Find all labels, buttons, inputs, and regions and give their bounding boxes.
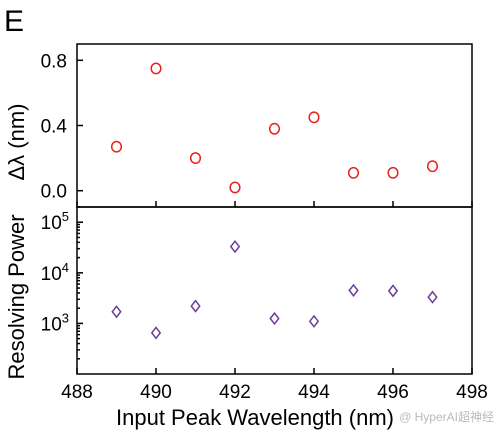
watermark: @ HyperAI超神经: [399, 409, 494, 424]
top-panel: 0.0 0.4 0.8 Δλ (nm): [4, 43, 473, 208]
resolving-power-point: [229, 239, 241, 254]
x-tick-label: 492: [219, 382, 251, 403]
delta-lambda-point: [150, 62, 162, 75]
delta-lambda-point: [189, 152, 202, 165]
top-series: [110, 62, 439, 194]
delta-lambda-point: [426, 160, 439, 173]
top-panel-frame: [76, 43, 473, 208]
resolving-power-point: [348, 283, 359, 297]
resolving-power-point: [427, 290, 438, 304]
x-axis-label: Input Peak Wavelength (nm): [116, 405, 394, 430]
bottom-series: [111, 239, 438, 340]
resolving-power-point: [308, 314, 320, 328]
delta-lambda-point: [268, 122, 281, 135]
resolving-power-point: [269, 311, 280, 326]
resolving-power-point: [111, 305, 122, 319]
bottom-y-axis-label: Resolving Power: [4, 214, 29, 379]
delta-lambda-point: [387, 166, 399, 179]
bottom-y-tick-label: 104: [41, 260, 69, 285]
panel-label: E: [4, 5, 24, 38]
top-y-tick-label: 0.4: [41, 117, 68, 138]
resolving-power-point: [387, 284, 399, 298]
bottom-panel: 103 104 105 Resolving Power: [4, 206, 473, 380]
top-y-axis: 0.0 0.4 0.8: [41, 51, 83, 203]
resolving-power-point: [190, 299, 201, 313]
x-tick-label: 496: [377, 382, 409, 403]
bottom-y-tick-label: 103: [41, 310, 69, 335]
top-y-tick-label: 0.8: [41, 51, 67, 72]
top-y-tick-label: 0.0: [41, 182, 67, 203]
bottom-panel-frame: [76, 206, 473, 375]
bottom-y-axis: 103 104 105: [41, 206, 83, 360]
x-tick-label: 488: [61, 382, 93, 403]
x-axis: 488 490 492 494 496 498: [61, 201, 488, 403]
delta-lambda-point: [229, 181, 241, 194]
delta-lambda-point: [110, 140, 123, 153]
x-tick-label: 494: [298, 382, 330, 403]
bottom-y-tick-label: 105: [41, 209, 69, 234]
resolving-power-point: [150, 326, 162, 340]
x-tick-label: 498: [456, 382, 488, 403]
delta-lambda-point: [347, 166, 360, 179]
x-tick-label: 490: [140, 382, 172, 403]
top-y-axis-label: Δλ (nm): [4, 103, 29, 180]
delta-lambda-point: [308, 111, 320, 124]
